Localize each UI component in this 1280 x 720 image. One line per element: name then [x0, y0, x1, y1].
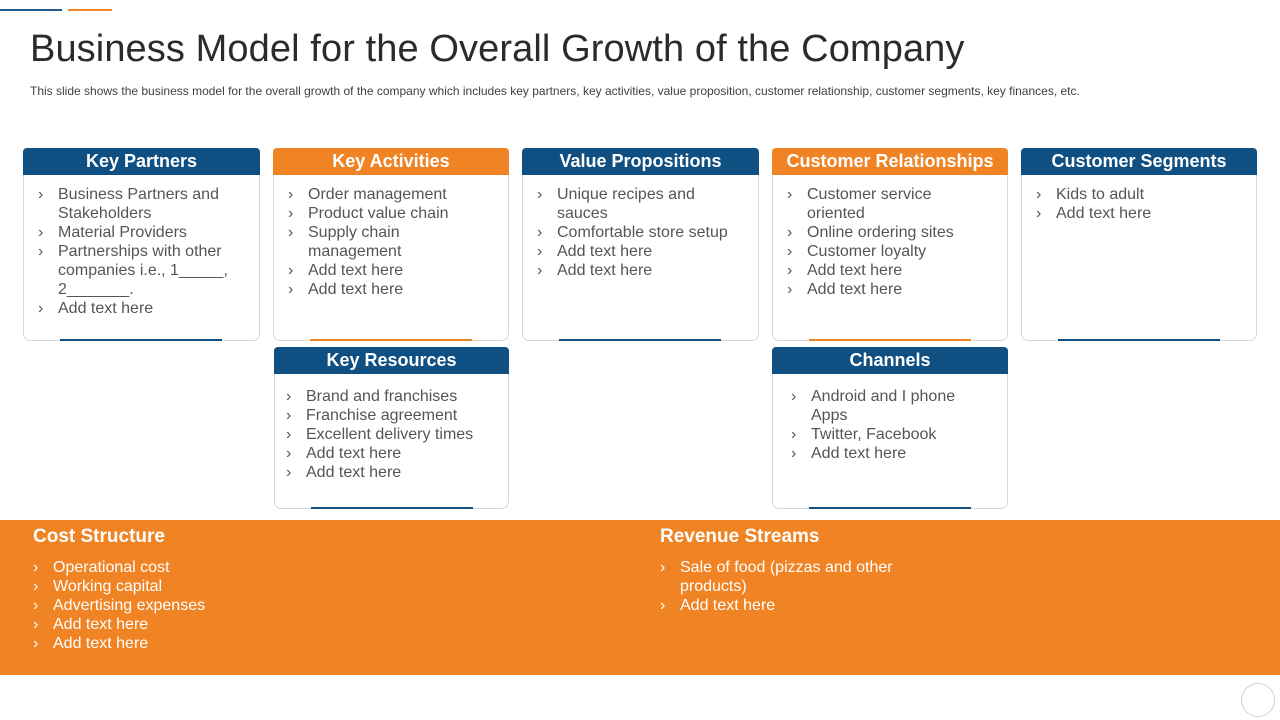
list-item: Operational cost [33, 558, 333, 577]
list-item: Add text here [537, 261, 748, 280]
list-item: Working capital [33, 577, 333, 596]
list-item: Material Providers [38, 223, 249, 242]
list-item: Add text here [787, 261, 997, 280]
card-channels: Channels Android and I phone Apps Twitte… [772, 347, 1008, 509]
card-underline [809, 507, 971, 509]
cost-structure-title: Cost Structure [33, 526, 165, 547]
list-item: Unique recipes and sauces [537, 185, 748, 223]
card-underline [1058, 339, 1220, 341]
list-item: Kids to adult [1036, 185, 1246, 204]
list-item: Online ordering sites [787, 223, 997, 242]
accent-line-orange [68, 9, 112, 11]
card-title: Key Resources [274, 347, 509, 374]
card-list: Customer service oriented Online orderin… [787, 185, 997, 299]
list-item: Customer service oriented [787, 185, 997, 223]
list-item: Add text here [288, 261, 498, 280]
accent-line-blue [0, 9, 62, 11]
card-title: Customer Segments [1021, 148, 1257, 175]
list-item: Product value chain [288, 204, 498, 223]
card-title: Key Partners [23, 148, 260, 175]
bottom-band: Cost Structure Operational cost Working … [0, 520, 1280, 675]
list-item: Excellent delivery times [286, 425, 498, 444]
card-key-activities: Key Activities Order management Product … [273, 148, 509, 341]
list-item: Add text here [38, 299, 249, 318]
card-underline [559, 339, 721, 341]
list-item: Customer loyalty [787, 242, 997, 261]
card-underline [60, 339, 222, 341]
list-item: Franchise agreement [286, 406, 498, 425]
card-title: Channels [772, 347, 1008, 374]
list-item: Brand and franchises [286, 387, 498, 406]
card-title: Value Propositions [522, 148, 759, 175]
card-list: Android and I phone Apps Twitter, Facebo… [791, 387, 997, 463]
corner-circle-icon [1241, 683, 1275, 717]
card-list: Brand and franchises Franchise agreement… [286, 387, 498, 482]
list-item: Order management [288, 185, 498, 204]
list-item: Comfortable store setup [537, 223, 748, 242]
list-item: Advertising expenses [33, 596, 333, 615]
revenue-streams-title: Revenue Streams [660, 526, 820, 547]
list-item: Add text here [787, 280, 997, 299]
card-underline [311, 507, 473, 509]
list-item: Add text here [33, 615, 333, 634]
card-list: Kids to adult Add text here [1036, 185, 1246, 223]
list-item: Twitter, Facebook [791, 425, 997, 444]
list-item: Add text here [537, 242, 748, 261]
list-item: Supply chain management [288, 223, 498, 261]
list-item: Add text here [286, 444, 498, 463]
list-item: Add text here [33, 634, 333, 653]
list-item: Partnerships with other companies i.e., … [38, 242, 249, 299]
list-item: Add text here [1036, 204, 1246, 223]
card-value-propositions: Value Propositions Unique recipes and sa… [522, 148, 759, 341]
card-title: Key Activities [273, 148, 509, 175]
list-item: Add text here [288, 280, 498, 299]
card-key-resources: Key Resources Brand and franchises Franc… [274, 347, 509, 509]
revenue-streams-list: Sale of food (pizzas and other products)… [660, 558, 910, 615]
card-list: Business Partners and Stakeholders Mater… [38, 185, 249, 318]
card-customer-segments: Customer Segments Kids to adult Add text… [1021, 148, 1257, 341]
list-item: Add text here [660, 596, 910, 615]
list-item: Business Partners and Stakeholders [38, 185, 249, 223]
card-underline [310, 339, 472, 341]
card-underline [809, 339, 971, 341]
card-title: Customer Relationships [772, 148, 1008, 175]
card-list: Order management Product value chain Sup… [288, 185, 498, 299]
page-title: Business Model for the Overall Growth of… [30, 28, 965, 70]
card-customer-relationships: Customer Relationships Customer service … [772, 148, 1008, 341]
list-item: Add text here [286, 463, 498, 482]
list-item: Android and I phone Apps [791, 387, 997, 425]
list-item: Sale of food (pizzas and other products) [660, 558, 910, 596]
card-key-partners: Key Partners Business Partners and Stake… [23, 148, 260, 341]
cost-structure-list: Operational cost Working capital Adverti… [33, 558, 333, 653]
card-list: Unique recipes and sauces Comfortable st… [537, 185, 748, 280]
page-subtitle: This slide shows the business model for … [30, 84, 1080, 98]
list-item: Add text here [791, 444, 997, 463]
